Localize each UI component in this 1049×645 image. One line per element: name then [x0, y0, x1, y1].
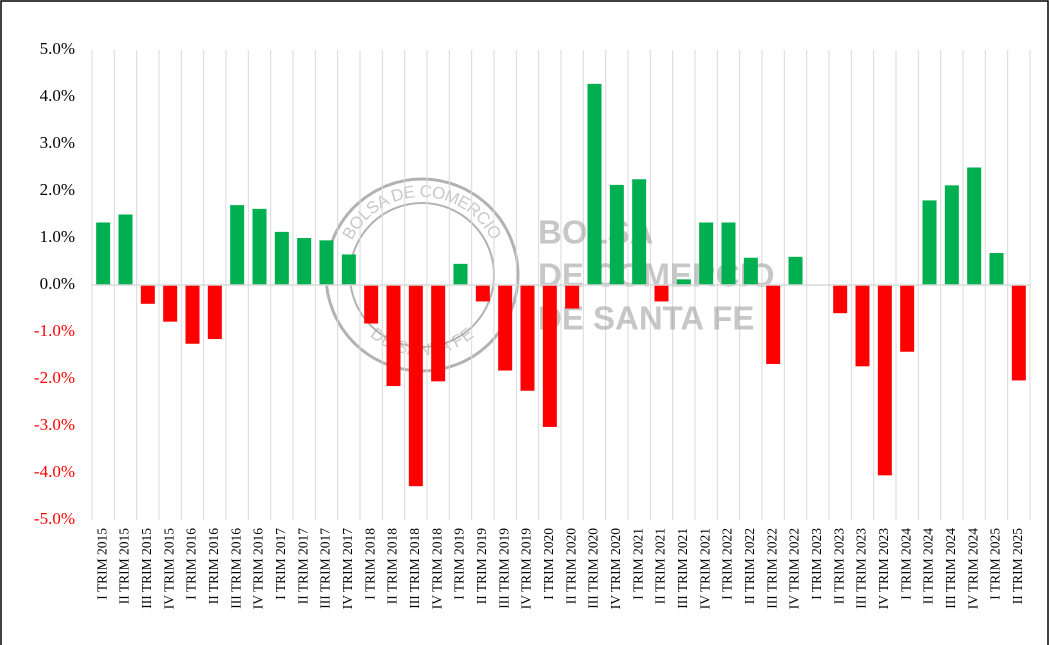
x-tick-label: II TRIM 2017 — [295, 528, 310, 604]
bar — [431, 285, 446, 382]
x-tick-label: I TRIM 2025 — [988, 528, 1003, 600]
y-tick-label: -2.0% — [34, 368, 75, 387]
y-tick-label: -5.0% — [34, 509, 75, 528]
bar — [341, 254, 356, 285]
x-tick-label: IV TRIM 2017 — [340, 528, 355, 610]
bar — [542, 285, 557, 427]
bar — [297, 238, 312, 285]
x-tick-label: IV TRIM 2015 — [161, 528, 176, 610]
bar — [833, 285, 848, 314]
y-tick-label: -1.0% — [34, 321, 75, 340]
x-tick-label: I TRIM 2019 — [452, 528, 467, 600]
x-tick-label: I TRIM 2022 — [720, 528, 735, 600]
x-tick-label: III TRIM 2020 — [586, 528, 601, 609]
bar — [408, 285, 423, 487]
bar — [118, 214, 133, 285]
x-tick-label: III TRIM 2016 — [228, 528, 243, 609]
x-tick-label: III TRIM 2021 — [675, 528, 690, 609]
bar — [788, 256, 803, 285]
y-tick-label: 5.0% — [40, 39, 75, 58]
bar — [96, 222, 111, 285]
x-tick-label: III TRIM 2017 — [318, 528, 333, 609]
bar — [944, 185, 959, 285]
x-tick-label: II TRIM 2023 — [831, 528, 846, 604]
bar — [699, 222, 714, 285]
x-tick-label: III TRIM 2018 — [407, 528, 422, 609]
bar — [520, 285, 535, 391]
x-tick-label: III TRIM 2019 — [496, 528, 511, 609]
x-tick-label: IV TRIM 2024 — [965, 528, 980, 610]
bar — [386, 285, 401, 387]
x-tick-label: II TRIM 2022 — [742, 528, 757, 604]
x-tick-label: III TRIM 2024 — [943, 528, 958, 609]
bar — [654, 285, 669, 302]
bar — [877, 285, 892, 476]
bar — [989, 253, 1004, 285]
bar — [565, 285, 580, 309]
bar — [587, 83, 602, 285]
x-tick-label: I TRIM 2023 — [809, 528, 824, 600]
x-tick-label: I TRIM 2020 — [541, 528, 556, 600]
x-tick-label: IV TRIM 2021 — [697, 528, 712, 609]
x-tick-label: II TRIM 2021 — [653, 528, 668, 604]
y-tick-label: 3.0% — [40, 133, 75, 152]
x-tick-label: I TRIM 2017 — [273, 528, 288, 600]
bar — [676, 279, 691, 285]
bar — [632, 179, 647, 285]
bar — [274, 231, 289, 285]
x-tick-label: II TRIM 2018 — [385, 528, 400, 604]
x-tick-label: IV TRIM 2018 — [429, 528, 444, 610]
bar — [140, 285, 155, 304]
x-tick-label: I TRIM 2018 — [362, 528, 377, 600]
x-tick-label: III TRIM 2022 — [764, 528, 779, 609]
y-tick-label: -4.0% — [34, 462, 75, 481]
y-tick-label: 4.0% — [40, 86, 75, 105]
x-tick-label: II TRIM 2015 — [117, 528, 132, 604]
x-tick-label: I TRIM 2015 — [94, 528, 109, 600]
bar — [900, 285, 915, 352]
y-tick-label: 1.0% — [40, 227, 75, 246]
x-tick-label: IV TRIM 2016 — [251, 528, 266, 610]
bar — [230, 205, 245, 285]
y-tick-label: -3.0% — [34, 415, 75, 434]
bar — [967, 167, 982, 285]
bar — [252, 208, 267, 285]
x-tick-label: III TRIM 2023 — [854, 528, 869, 609]
bar — [364, 285, 379, 324]
x-tick-label: IV TRIM 2020 — [608, 528, 623, 610]
bar — [855, 285, 870, 367]
bar — [498, 285, 513, 371]
x-tick-label: I TRIM 2016 — [184, 528, 199, 600]
bar — [766, 285, 781, 364]
bar — [163, 285, 178, 322]
bar — [922, 200, 937, 285]
x-tick-label: I TRIM 2024 — [898, 528, 913, 600]
bar — [721, 222, 736, 285]
bar — [453, 263, 468, 285]
bar — [743, 257, 758, 285]
x-tick-label: IV TRIM 2019 — [519, 528, 534, 610]
bar — [207, 285, 222, 340]
x-tick-label: II TRIM 2016 — [206, 528, 221, 604]
bar — [609, 184, 624, 285]
x-tick-label: II TRIM 2024 — [921, 528, 936, 604]
bar — [1011, 285, 1026, 381]
bar — [475, 285, 490, 302]
x-tick-label: II TRIM 2025 — [1010, 528, 1025, 604]
x-tick-label: III TRIM 2015 — [139, 528, 154, 609]
y-tick-label: 2.0% — [40, 180, 75, 199]
x-tick-label: II TRIM 2020 — [563, 528, 578, 604]
bar — [319, 240, 334, 285]
x-tick-label: IV TRIM 2022 — [787, 528, 802, 609]
x-tick-label: I TRIM 2021 — [630, 528, 645, 600]
x-tick-label: IV TRIM 2023 — [876, 528, 891, 610]
x-tick-label: II TRIM 2019 — [474, 528, 489, 604]
bar — [185, 285, 200, 344]
y-tick-label: 0.0% — [40, 274, 75, 293]
